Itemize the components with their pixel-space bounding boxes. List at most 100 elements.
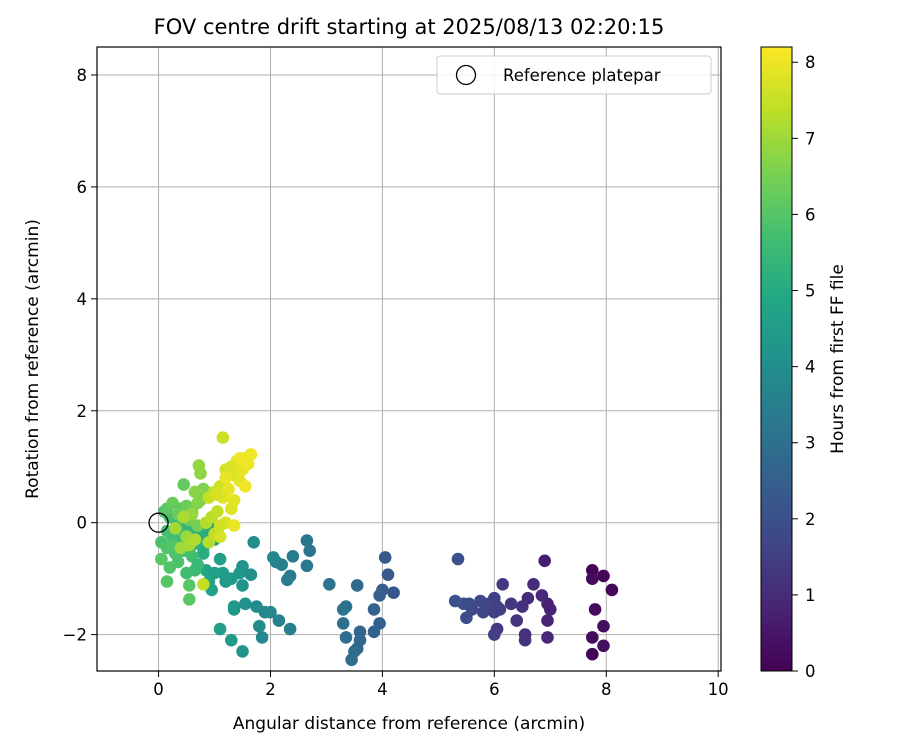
colorbar — [760, 46, 793, 672]
data-point — [303, 544, 317, 557]
data-point — [197, 578, 210, 591]
data-point — [244, 568, 258, 581]
colorbar-tick-label: 1 — [805, 586, 816, 605]
colorbar-ticks: 0 1 2 3 4 5 6 7 8 — [792, 53, 816, 681]
data-point — [227, 603, 241, 616]
data-point — [255, 631, 269, 644]
data-point — [213, 552, 227, 566]
data-point — [188, 533, 202, 546]
chart-title: FOV centre drift starting at 2025/08/13 … — [154, 15, 665, 39]
legend-entry-reference: Reference platepar — [503, 66, 661, 85]
x-tick-label: 8 — [601, 680, 612, 699]
legend-box — [436, 55, 712, 95]
data-point — [233, 452, 246, 465]
data-point — [211, 505, 224, 518]
data-point — [527, 578, 540, 591]
data-point — [586, 647, 599, 661]
data-point — [239, 597, 252, 611]
data-point — [197, 547, 210, 560]
data-point — [250, 600, 263, 613]
data-point — [300, 559, 314, 573]
data-point — [588, 603, 602, 616]
data-point — [171, 555, 185, 569]
data-point — [236, 645, 249, 658]
y-axis-label: Rotation from reference (arcmin) — [23, 219, 43, 499]
data-point — [597, 619, 610, 633]
data-point — [605, 583, 619, 597]
data-point — [188, 485, 202, 499]
data-point — [227, 519, 241, 532]
y-tick-label: 6 — [77, 178, 88, 197]
y-tick-label: −2 — [63, 626, 87, 645]
data-point — [586, 631, 599, 644]
data-point — [367, 603, 381, 616]
data-point — [219, 471, 232, 485]
data-point — [213, 519, 227, 532]
data-point — [169, 522, 182, 535]
plot-frame — [96, 46, 722, 672]
data-point — [516, 600, 529, 613]
data-point — [155, 552, 168, 566]
data-point — [510, 614, 523, 627]
data-point — [244, 448, 258, 461]
data-point — [541, 631, 554, 644]
data-point — [213, 622, 227, 636]
legend: Reference platepar — [436, 55, 712, 95]
data-points — [155, 431, 619, 667]
x-tick-label: 4 — [377, 680, 388, 699]
data-point — [350, 579, 364, 592]
data-point — [488, 605, 501, 619]
y-tick-label: 0 — [77, 514, 88, 533]
data-point — [166, 496, 179, 510]
x-tick-label: 10 — [708, 680, 729, 699]
data-point — [211, 488, 224, 502]
axis-ticks: 0 2 4 6 8 10 −2 0 2 4 6 8 — [63, 66, 729, 699]
data-point — [373, 589, 386, 602]
data-point — [544, 603, 557, 616]
data-point — [247, 536, 260, 549]
reference-marker-layer — [148, 512, 169, 533]
data-point — [474, 594, 487, 608]
colorbar-tick-label: 6 — [805, 205, 816, 224]
data-point — [488, 628, 501, 641]
data-point — [535, 589, 549, 602]
data-point — [541, 614, 554, 627]
data-point — [177, 478, 190, 491]
data-point — [451, 552, 465, 566]
data-point — [496, 578, 510, 591]
colorbar-label: Hours from first FF file — [828, 264, 848, 454]
y-tick-label: 2 — [77, 402, 88, 421]
data-point — [227, 494, 241, 507]
colorbar-tick-label: 3 — [805, 434, 816, 453]
data-point — [460, 611, 473, 625]
colorbar-tick-label: 4 — [805, 358, 816, 377]
data-point — [597, 569, 610, 583]
data-point — [267, 551, 280, 564]
data-point — [272, 614, 286, 627]
x-axis-label: Angular distance from reference (arcmin) — [233, 714, 585, 734]
x-tick-label: 0 — [153, 680, 164, 699]
data-point — [183, 593, 196, 606]
colorbar-tick-label: 5 — [805, 282, 816, 301]
colorbar-tick-label: 7 — [805, 129, 816, 148]
data-point — [216, 431, 230, 444]
y-tick-label: 4 — [77, 290, 88, 309]
data-point — [597, 639, 610, 653]
data-point — [239, 480, 252, 493]
data-point — [281, 573, 294, 587]
data-point — [208, 566, 221, 580]
data-point — [225, 633, 238, 647]
data-point — [476, 605, 490, 619]
data-point — [180, 566, 193, 580]
data-point — [213, 530, 227, 543]
data-point — [177, 510, 190, 524]
data-point — [160, 575, 174, 588]
data-point — [504, 597, 518, 611]
data-point — [538, 554, 551, 568]
data-point — [586, 572, 599, 585]
data-point — [387, 586, 400, 599]
data-point — [381, 568, 395, 581]
colorbar-tick-label: 8 — [805, 53, 816, 72]
